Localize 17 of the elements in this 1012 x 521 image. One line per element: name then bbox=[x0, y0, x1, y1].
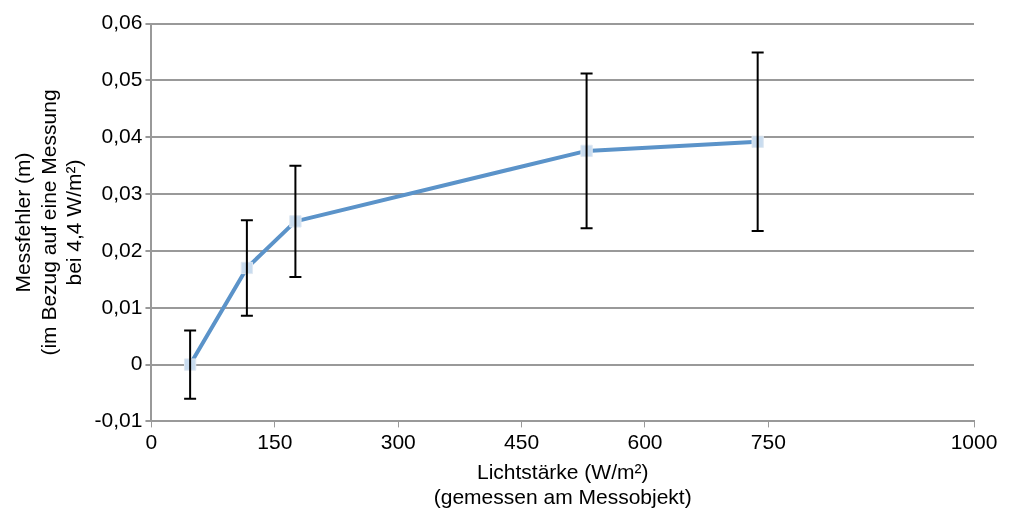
x-axis-title: Lichtstärke (W/m²) (gemessen am Messobjekt) bbox=[433, 460, 692, 509]
y-tick-label: 0,06 bbox=[101, 10, 143, 34]
x-tick-label: 600 bbox=[627, 429, 663, 453]
x-tick-label: 450 bbox=[504, 429, 540, 453]
x-tick-label: 300 bbox=[380, 429, 416, 453]
y-tick-label: -0,01 bbox=[94, 408, 143, 432]
y-tick-label: 0,01 bbox=[101, 294, 143, 318]
y-axis-title: Messfehler (m) (im Bezug auf eine Messung bei 4,4 W/m²) bbox=[11, 89, 85, 356]
x-tick-label: 1000 bbox=[950, 429, 998, 453]
x-tick-label: 750 bbox=[750, 429, 786, 453]
y-tick-label: 0,02 bbox=[101, 237, 143, 261]
x-tick-label: 150 bbox=[257, 429, 293, 453]
y-tick-label: 0,05 bbox=[101, 67, 143, 91]
y-tick-label: 0,03 bbox=[101, 180, 143, 204]
x-tick-label: 0 bbox=[145, 429, 158, 453]
y-tick-label: 0 bbox=[130, 351, 143, 375]
y-tick-label: 0,04 bbox=[101, 124, 143, 148]
